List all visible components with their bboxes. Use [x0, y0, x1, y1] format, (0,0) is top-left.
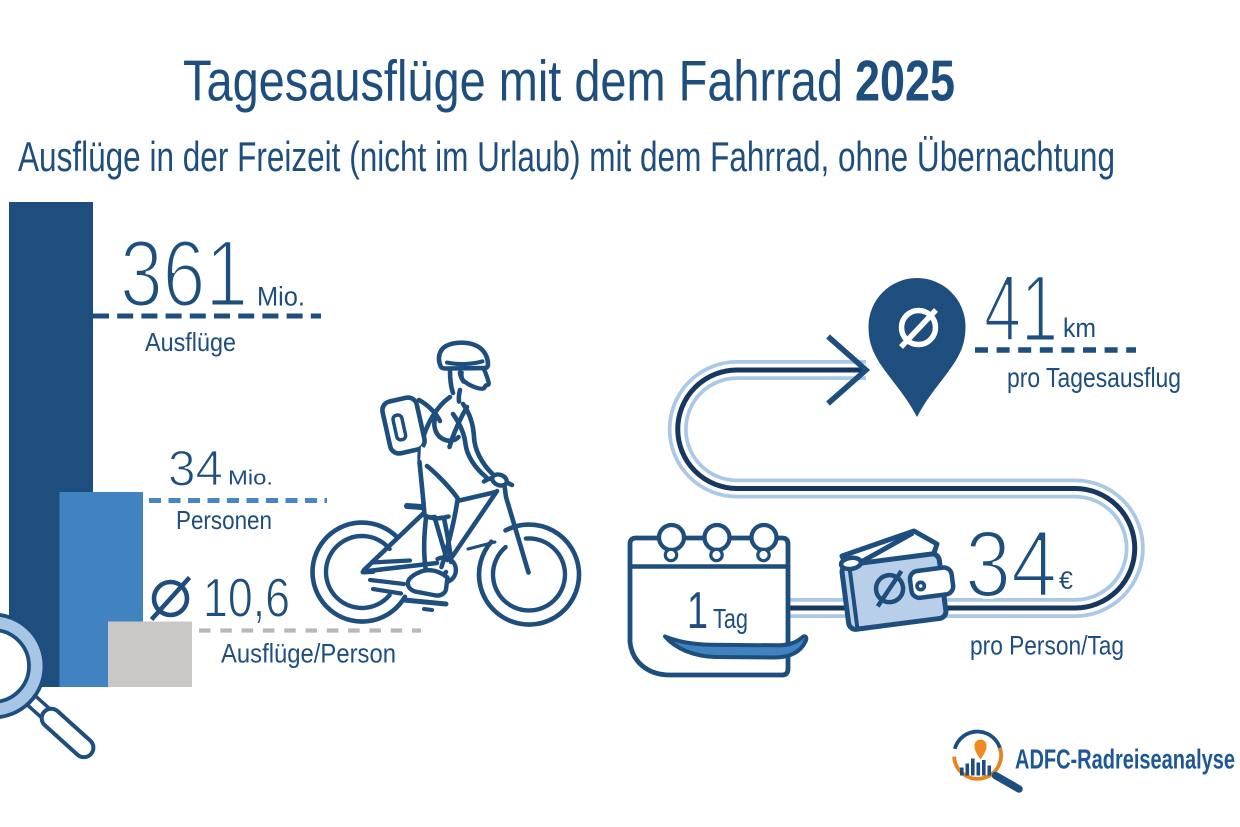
svg-text:Mio.: Mio. — [228, 468, 273, 490]
svg-text:Tagesausflüge mit dem Fahrrad: Tagesausflüge mit dem Fahrrad — [183, 50, 843, 114]
svg-text:Personen: Personen — [176, 505, 272, 535]
svg-text:€: € — [1059, 567, 1073, 595]
svg-text:pro Tagesausflug: pro Tagesausflug — [1007, 362, 1181, 393]
svg-text:34: 34 — [965, 512, 1057, 618]
svg-text:Ausflüge: Ausflüge — [145, 327, 236, 357]
svg-text:41: 41 — [984, 256, 1058, 362]
svg-text:ADFC-Radreiseanalyse: ADFC-Radreiseanalyse — [1015, 743, 1235, 775]
svg-text:2025: 2025 — [855, 50, 955, 114]
svg-text:pro Person/Tag: pro Person/Tag — [970, 631, 1124, 661]
svg-text:10,6: 10,6 — [203, 567, 290, 629]
svg-text:Mio.: Mio. — [257, 282, 305, 312]
svg-text:34: 34 — [168, 441, 223, 497]
svg-text:Tag: Tag — [713, 603, 748, 634]
svg-text:Ausflüge in der Freizeit (nich: Ausflüge in der Freizeit (nicht im Urlau… — [18, 133, 1115, 180]
svg-text:Ausflüge/Person: Ausflüge/Person — [221, 639, 396, 669]
svg-text:361: 361 — [120, 221, 248, 327]
svg-text:1: 1 — [687, 582, 708, 640]
svg-text:km: km — [1063, 313, 1096, 343]
